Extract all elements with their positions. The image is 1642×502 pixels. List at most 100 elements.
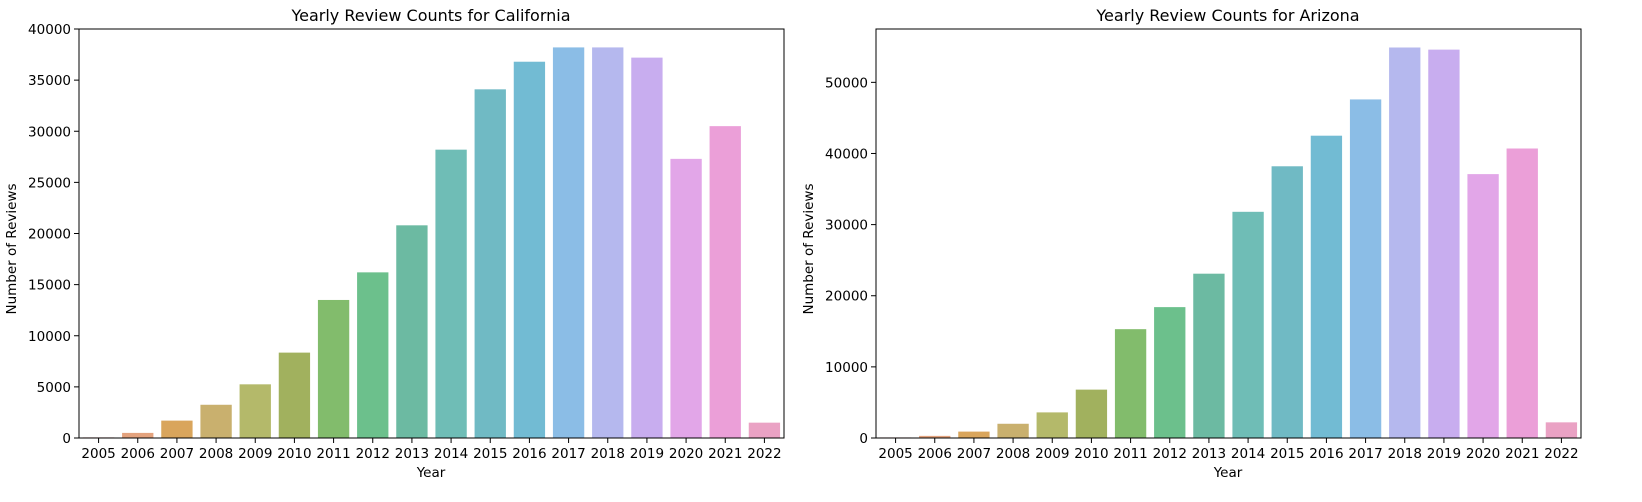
x-tick-label: 2012 — [356, 446, 390, 462]
x-tick-label: 2016 — [1309, 446, 1343, 462]
bar-2013 — [1193, 273, 1225, 438]
bar-2011 — [317, 299, 350, 438]
x-tick-label: 2006 — [121, 446, 155, 462]
x-tick-label: 2015 — [1270, 446, 1304, 462]
bar-2010 — [278, 352, 311, 438]
x-tick-label: 2007 — [957, 446, 991, 462]
x-tick-label: 2016 — [512, 446, 546, 462]
bars — [879, 47, 1578, 439]
chart-arizona: Yearly Review Counts for Arizona Year Nu… — [801, 6, 1582, 481]
y-axis-label: Number of Reviews — [4, 183, 20, 314]
y-tick-label: 20000 — [825, 289, 868, 305]
x-tick-label: 2018 — [1388, 446, 1422, 462]
bar-2008 — [997, 423, 1029, 438]
bar-2020 — [1467, 174, 1499, 439]
axis-ticks: 2005 2006 2007 2008 2009 2010 2011 2012 2013 2014… — [28, 22, 782, 462]
y-tick-label: 15000 — [28, 278, 71, 294]
x-tick-label: 2005 — [878, 446, 912, 462]
y-tick-label: 25000 — [28, 175, 71, 191]
x-tick-label: 2006 — [918, 446, 952, 462]
y-tick-label: 0 — [859, 431, 868, 447]
bars — [82, 47, 781, 439]
chart-title: Yearly Review Counts for California — [290, 6, 570, 25]
bar-2012 — [1154, 307, 1186, 438]
bar-2019 — [1428, 49, 1460, 438]
x-tick-label: 2020 — [1466, 446, 1500, 462]
x-tick-label: 2013 — [1192, 446, 1226, 462]
bar-2022 — [748, 422, 781, 438]
x-tick-label: 2009 — [1035, 446, 1069, 462]
y-tick-label: 30000 — [28, 124, 71, 140]
x-tick-label: 2021 — [1505, 446, 1539, 462]
x-tick-label: 2009 — [238, 446, 272, 462]
x-tick-label: 2010 — [277, 446, 311, 462]
plot-frame — [78, 28, 785, 439]
bar-2022 — [1545, 422, 1578, 438]
x-tick-label: 2008 — [199, 446, 233, 462]
x-tick-label: 2018 — [591, 446, 625, 462]
bar-2010 — [1075, 389, 1108, 438]
x-tick-label: 2017 — [1348, 446, 1382, 462]
x-tick-label: 2013 — [395, 446, 429, 462]
y-tick-label: 30000 — [825, 218, 868, 234]
bar-2006 — [919, 435, 951, 438]
bar-2016 — [1310, 135, 1343, 438]
y-tick-label: 5000 — [37, 380, 71, 396]
chart-title: Yearly Review Counts for Arizona — [1095, 6, 1359, 25]
x-tick-label: 2014 — [434, 446, 468, 462]
bar-2015 — [1271, 166, 1303, 438]
bar-2017 — [1349, 99, 1382, 439]
bar-2009 — [1036, 412, 1068, 438]
x-tick-label: 2005 — [81, 446, 115, 462]
bar-2009 — [239, 384, 271, 438]
x-tick-label: 2012 — [1153, 446, 1187, 462]
x-tick-label: 2014 — [1231, 446, 1265, 462]
bar-2020 — [670, 158, 702, 439]
bar-2012 — [357, 272, 389, 438]
x-tick-label: 2011 — [1113, 446, 1147, 462]
x-tick-label: 2007 — [160, 446, 194, 462]
bar-2018 — [592, 47, 624, 438]
x-axis-label: Year — [1213, 465, 1243, 481]
bar-2011 — [1114, 329, 1147, 438]
bar-2018 — [1389, 47, 1421, 439]
y-tick-label: 0 — [62, 431, 71, 447]
axis-ticks: 2005 2006 2007 2008 2009 2010 2011 2012 2013 2014… — [825, 75, 1579, 462]
x-tick-label: 2008 — [996, 446, 1030, 462]
x-tick-label: 2020 — [669, 446, 703, 462]
x-tick-label: 2021 — [708, 446, 742, 462]
bar-2007 — [161, 420, 193, 438]
bar-2014 — [1232, 211, 1264, 438]
bar-2017 — [552, 47, 585, 438]
bar-2008 — [200, 404, 232, 438]
chart-california: Yearly Review Counts for California Year… — [4, 6, 785, 481]
y-tick-label: 20000 — [28, 227, 71, 243]
y-tick-label: 10000 — [825, 360, 868, 376]
bar-2016 — [513, 61, 546, 438]
x-tick-label: 2019 — [1427, 446, 1461, 462]
bar-2021 — [709, 126, 741, 438]
bar-2021 — [1506, 148, 1538, 438]
y-tick-label: 50000 — [825, 75, 868, 91]
x-tick-label: 2011 — [316, 446, 350, 462]
y-tick-label: 10000 — [28, 329, 71, 345]
bar-2014 — [435, 149, 467, 438]
x-tick-label: 2022 — [747, 446, 781, 462]
x-tick-label: 2022 — [1544, 446, 1578, 462]
bar-2019 — [631, 57, 663, 438]
plot-frame — [875, 28, 1582, 439]
x-axis-label: Year — [416, 465, 446, 481]
x-tick-label: 2015 — [473, 446, 507, 462]
bar-2006 — [122, 432, 154, 438]
y-tick-label: 40000 — [825, 146, 868, 162]
bar-2013 — [396, 225, 428, 438]
bar-2015 — [474, 89, 506, 438]
y-tick-label: 35000 — [28, 73, 71, 89]
y-tick-label: 40000 — [28, 22, 71, 38]
y-axis-label: Number of Reviews — [801, 183, 817, 314]
bar-2007 — [958, 431, 990, 438]
x-tick-label: 2017 — [551, 446, 585, 462]
x-tick-label: 2010 — [1074, 446, 1108, 462]
x-tick-label: 2019 — [630, 446, 664, 462]
